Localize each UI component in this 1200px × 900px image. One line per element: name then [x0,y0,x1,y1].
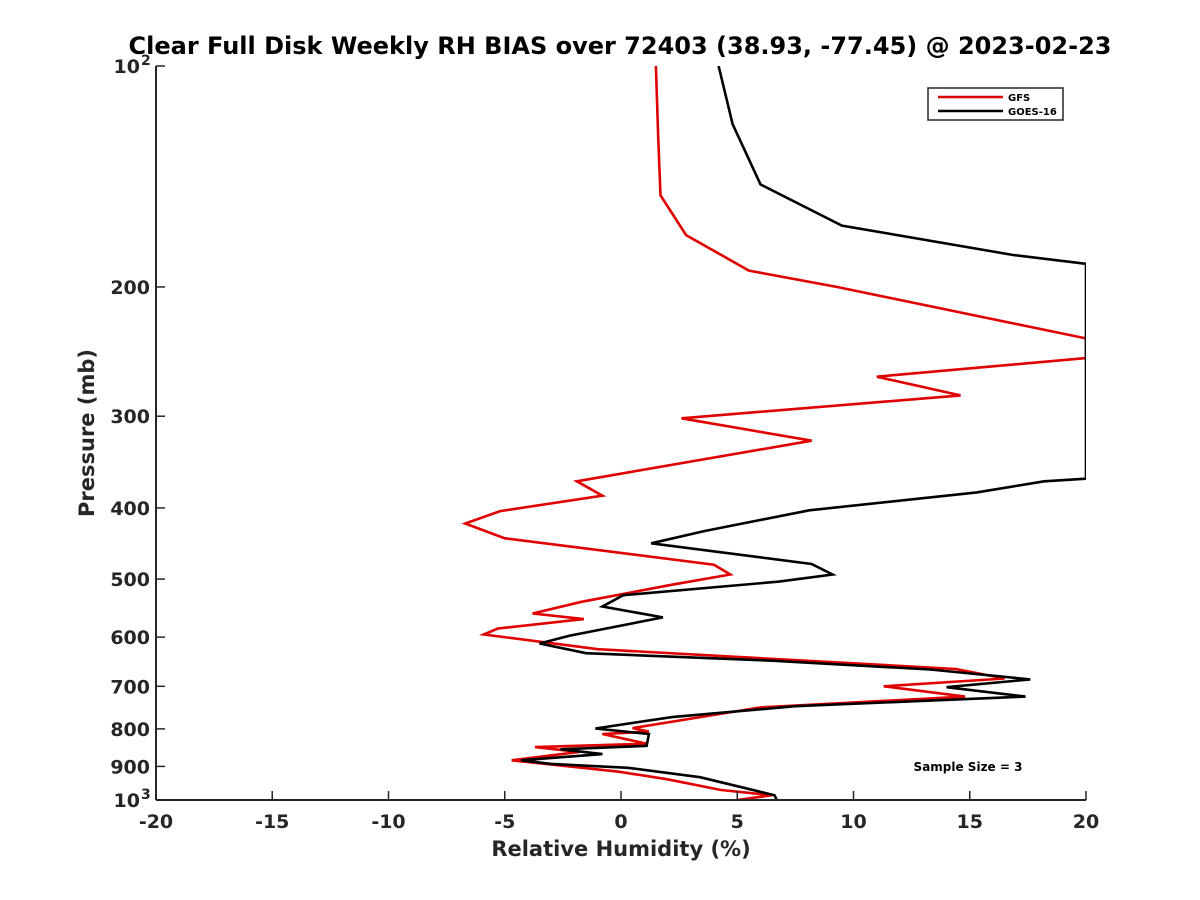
x-tick-label: -5 [494,811,515,833]
y-tick-label: 700 [110,676,150,698]
sample-size-annotation: Sample Size = 3 [914,760,1023,774]
y-tick-label: 200 [110,277,150,299]
x-tick-label: -20 [139,811,173,833]
legend: GFS GOES-16 [927,87,1064,121]
x-axis-label: Relative Humidity (%) [491,837,750,861]
series-layer [461,66,1086,800]
y-tick-label: 400 [110,498,150,520]
y-tick-exponent: 2 [141,53,151,69]
y-tick-label: 10 [114,56,140,78]
x-tick-label: 15 [957,811,983,833]
y-tick-label: 600 [110,627,150,649]
legend-label-goes16: GOES-16 [1008,107,1057,118]
y-tick-exponent: 3 [141,787,151,803]
x-tick-label: -15 [255,811,289,833]
legend-box [927,87,1064,121]
x-ticks: -20 -15 -10 -5 0 5 10 15 20 [139,791,1099,833]
y-tick-label: 800 [110,719,150,741]
series-line-goes16 [520,66,1086,800]
legend-label-gfs: GFS [1008,93,1030,104]
x-tick-label: 0 [614,811,627,833]
series-line-gfs [461,66,1086,800]
y-tick-label: 900 [110,756,150,778]
y-tick-label: 500 [110,569,150,591]
chart-title: Clear Full Disk Weekly RH BIAS over 7240… [129,32,1112,60]
x-tick-label: 5 [731,811,744,833]
x-tick-label: 10 [840,811,866,833]
y-tick-label: 10 [114,790,140,812]
y-tick-label: 300 [110,406,150,428]
x-tick-label: -10 [371,811,405,833]
x-tick-label: 20 [1073,811,1099,833]
y-axis-label: Pressure (mb) [75,349,99,517]
